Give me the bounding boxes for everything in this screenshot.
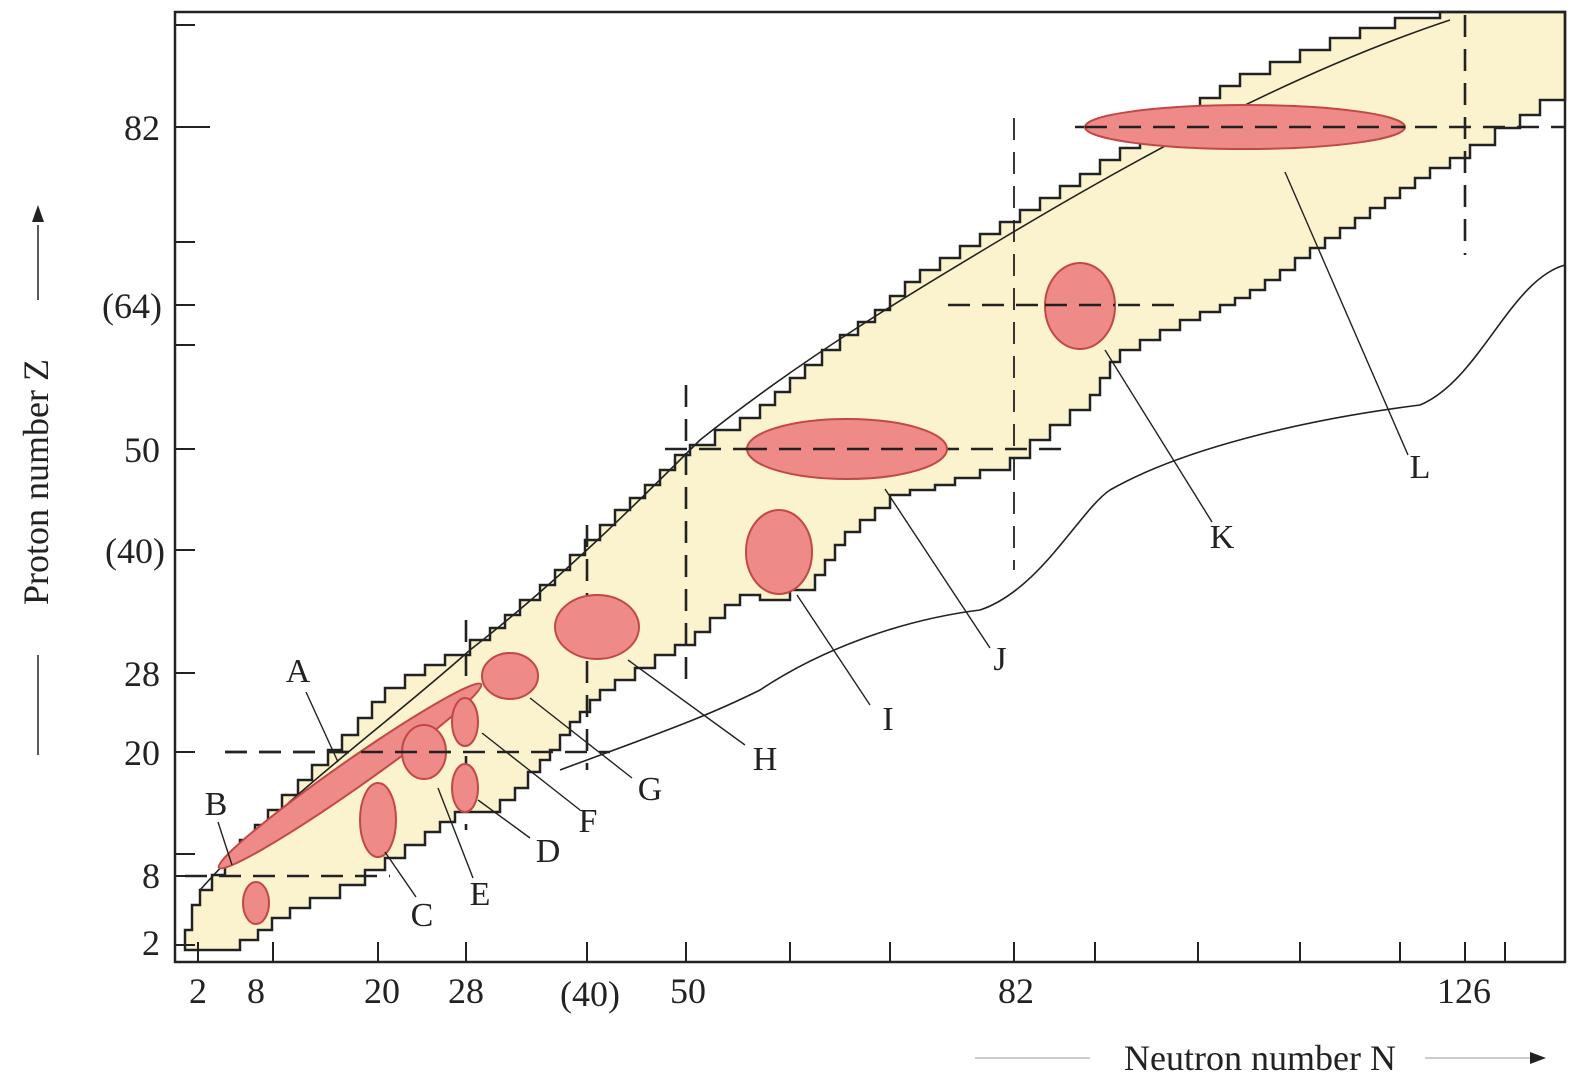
neutron-drip-line [559,264,1566,771]
region-I-ellipse [745,509,813,595]
leader-B [217,821,233,866]
x-axis-arrow-head [1530,1052,1546,1064]
x-tick-label-50: 50 [670,971,706,1011]
x-axis-title: Neutron number N [1124,1038,1396,1078]
region-label-F: F [579,803,598,840]
x-tick-label-126: 126 [1437,971,1491,1011]
y-tick-label-8: 8 [142,856,160,896]
leader-J [884,488,991,649]
y-tick-label-64: (64) [102,286,162,326]
deformation-regions [217,104,1406,925]
leader-C [384,851,417,898]
region-label-I: I [882,701,893,738]
region-label-A: A [286,653,311,690]
leader-H [627,659,746,746]
leader-G [529,697,633,779]
leader-L [1284,171,1409,456]
region-B-ellipse [242,881,270,925]
region-label-B: B [205,786,228,823]
known-nuclides-region [183,10,1567,952]
y-axis-ticks [175,24,210,946]
y-axis-arrow-head [32,205,44,222]
x-tick-label-28: 28 [448,971,484,1011]
x-tick-label-40: (40) [560,974,620,1014]
leader-I [796,594,871,706]
y-tick-label-82: 82 [124,108,160,148]
x-axis-ticks [197,942,1506,962]
region-label-G: G [638,771,663,808]
x-tick-label-8: 8 [247,971,265,1011]
y-tick-label-28: 28 [124,654,160,694]
x-axis-title-group: Neutron number N [975,1038,1546,1078]
region-label-C: C [411,897,434,934]
x-tick-label-82: 82 [998,971,1034,1011]
region-G-ellipse [481,652,539,700]
leader-E [437,787,474,879]
region-D-ellipse [451,763,479,813]
y-tick-label-20: 20 [124,733,160,773]
region-label-K: K [1210,519,1235,556]
x-tick-label-20: 20 [364,971,400,1011]
y-axis-title: Proton number Z [16,359,56,605]
region-F-ellipse [451,697,479,747]
y-tick-label-2: 2 [142,923,160,963]
region-label-H: H [753,741,778,778]
region-label-J: J [993,641,1006,678]
x-tick-label-2: 2 [189,971,207,1011]
leader-A [305,691,339,763]
y-tick-labels: 2 8 20 28 (40) 50 (64) 82 [102,108,165,963]
leader-K [1104,349,1213,523]
region-label-D: D [536,833,561,870]
y-axis-title-group: Proton number Z [16,205,56,755]
region-label-L: L [1410,449,1431,486]
region-C-ellipse [359,782,397,858]
leader-D [477,799,531,839]
region-H-ellipse [554,594,640,660]
x-tick-labels: 2 8 20 28 (40) 50 82 126 [189,971,1491,1014]
region-labels: A B C D E F G H I J K L [205,449,1431,934]
y-tick-label-40: (40) [105,531,165,571]
leader-F [481,732,581,811]
plot-frame [173,10,1567,964]
magic-lines-overlay [225,125,1405,754]
region-label-E: E [470,876,491,913]
leader-lines [217,171,1409,898]
y-tick-label-50: 50 [124,430,160,470]
